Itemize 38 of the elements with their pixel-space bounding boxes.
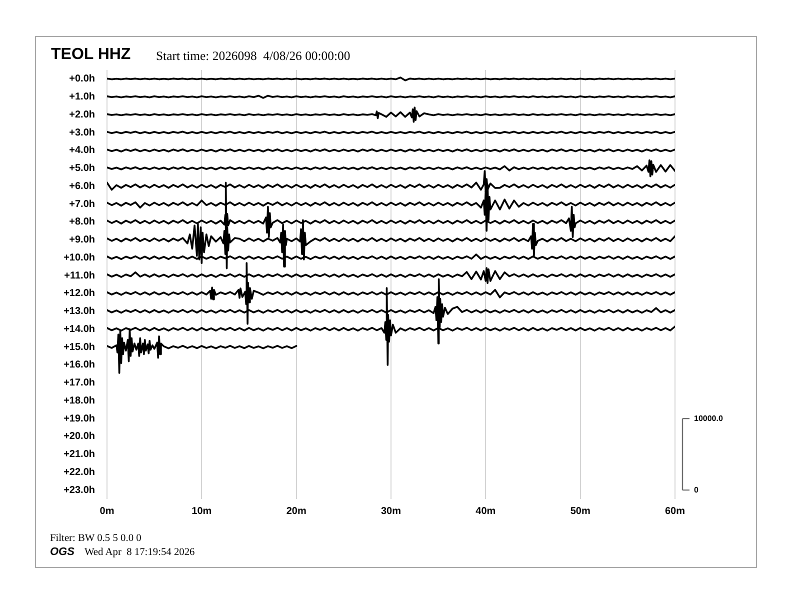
y-tick-label: +14.0h (64, 324, 95, 335)
y-tick-label: +13.0h (64, 306, 95, 318)
y-tick-label: +5.0h (69, 163, 95, 174)
y-tick-label: +16.0h (64, 360, 95, 371)
y-tick-label: +0.0h (69, 74, 95, 85)
text: OGS (50, 546, 74, 558)
y-tick-label: +8.0h (69, 216, 95, 228)
y2-tick-label: 10000.0 (694, 414, 724, 423)
x-tick-label: 40m (476, 506, 496, 517)
y-tick-label: +10.0h (64, 252, 95, 264)
y-tick-label: +4.0h (69, 145, 95, 156)
y-tick-label: +9.0h (69, 234, 95, 246)
y-tick-label: +18.0h (64, 395, 95, 406)
x-tick-label: 20m (286, 506, 306, 517)
y-tick-label: +6.0h (69, 180, 95, 192)
y-tick-label: +23.0h (64, 484, 95, 496)
y-tick-label: +1.0h (69, 92, 95, 103)
y2-tick-label: 0 (694, 485, 699, 494)
y-tick-label: +2.0h (69, 109, 95, 120)
y-tick-label: +11.0h (64, 270, 95, 282)
text: Filter: BW 0.5 5 0.0 0 (50, 533, 142, 545)
y-tick-label: +17.0h (64, 378, 95, 389)
text: Wed Apr 8 17:19:54 2026 (84, 547, 195, 559)
y-tick-label: +20.0h (64, 431, 95, 442)
y-tick-label: +12.0h (64, 288, 95, 300)
y-tick-label: +3.0h (69, 127, 95, 138)
chart-title: TEOL HHZ (51, 46, 131, 64)
y-tick-label: +21.0h (64, 449, 95, 460)
chart-subtitle: Start time: 2026098 4/08/26 00:00:00 (156, 49, 350, 63)
x-tick-label: 10m (192, 506, 212, 517)
y-tick-label: +7.0h (69, 198, 95, 210)
y-tick-label: +15.0h (64, 342, 95, 353)
x-tick-label: 0m (100, 506, 114, 517)
x-tick-label: 50m (570, 506, 590, 517)
x-tick-label: 60m (664, 506, 686, 517)
y-tick-label: +22.0h (64, 466, 95, 478)
x-tick-label: 30m (380, 506, 402, 517)
y-tick-label: +19.0h (64, 413, 95, 424)
